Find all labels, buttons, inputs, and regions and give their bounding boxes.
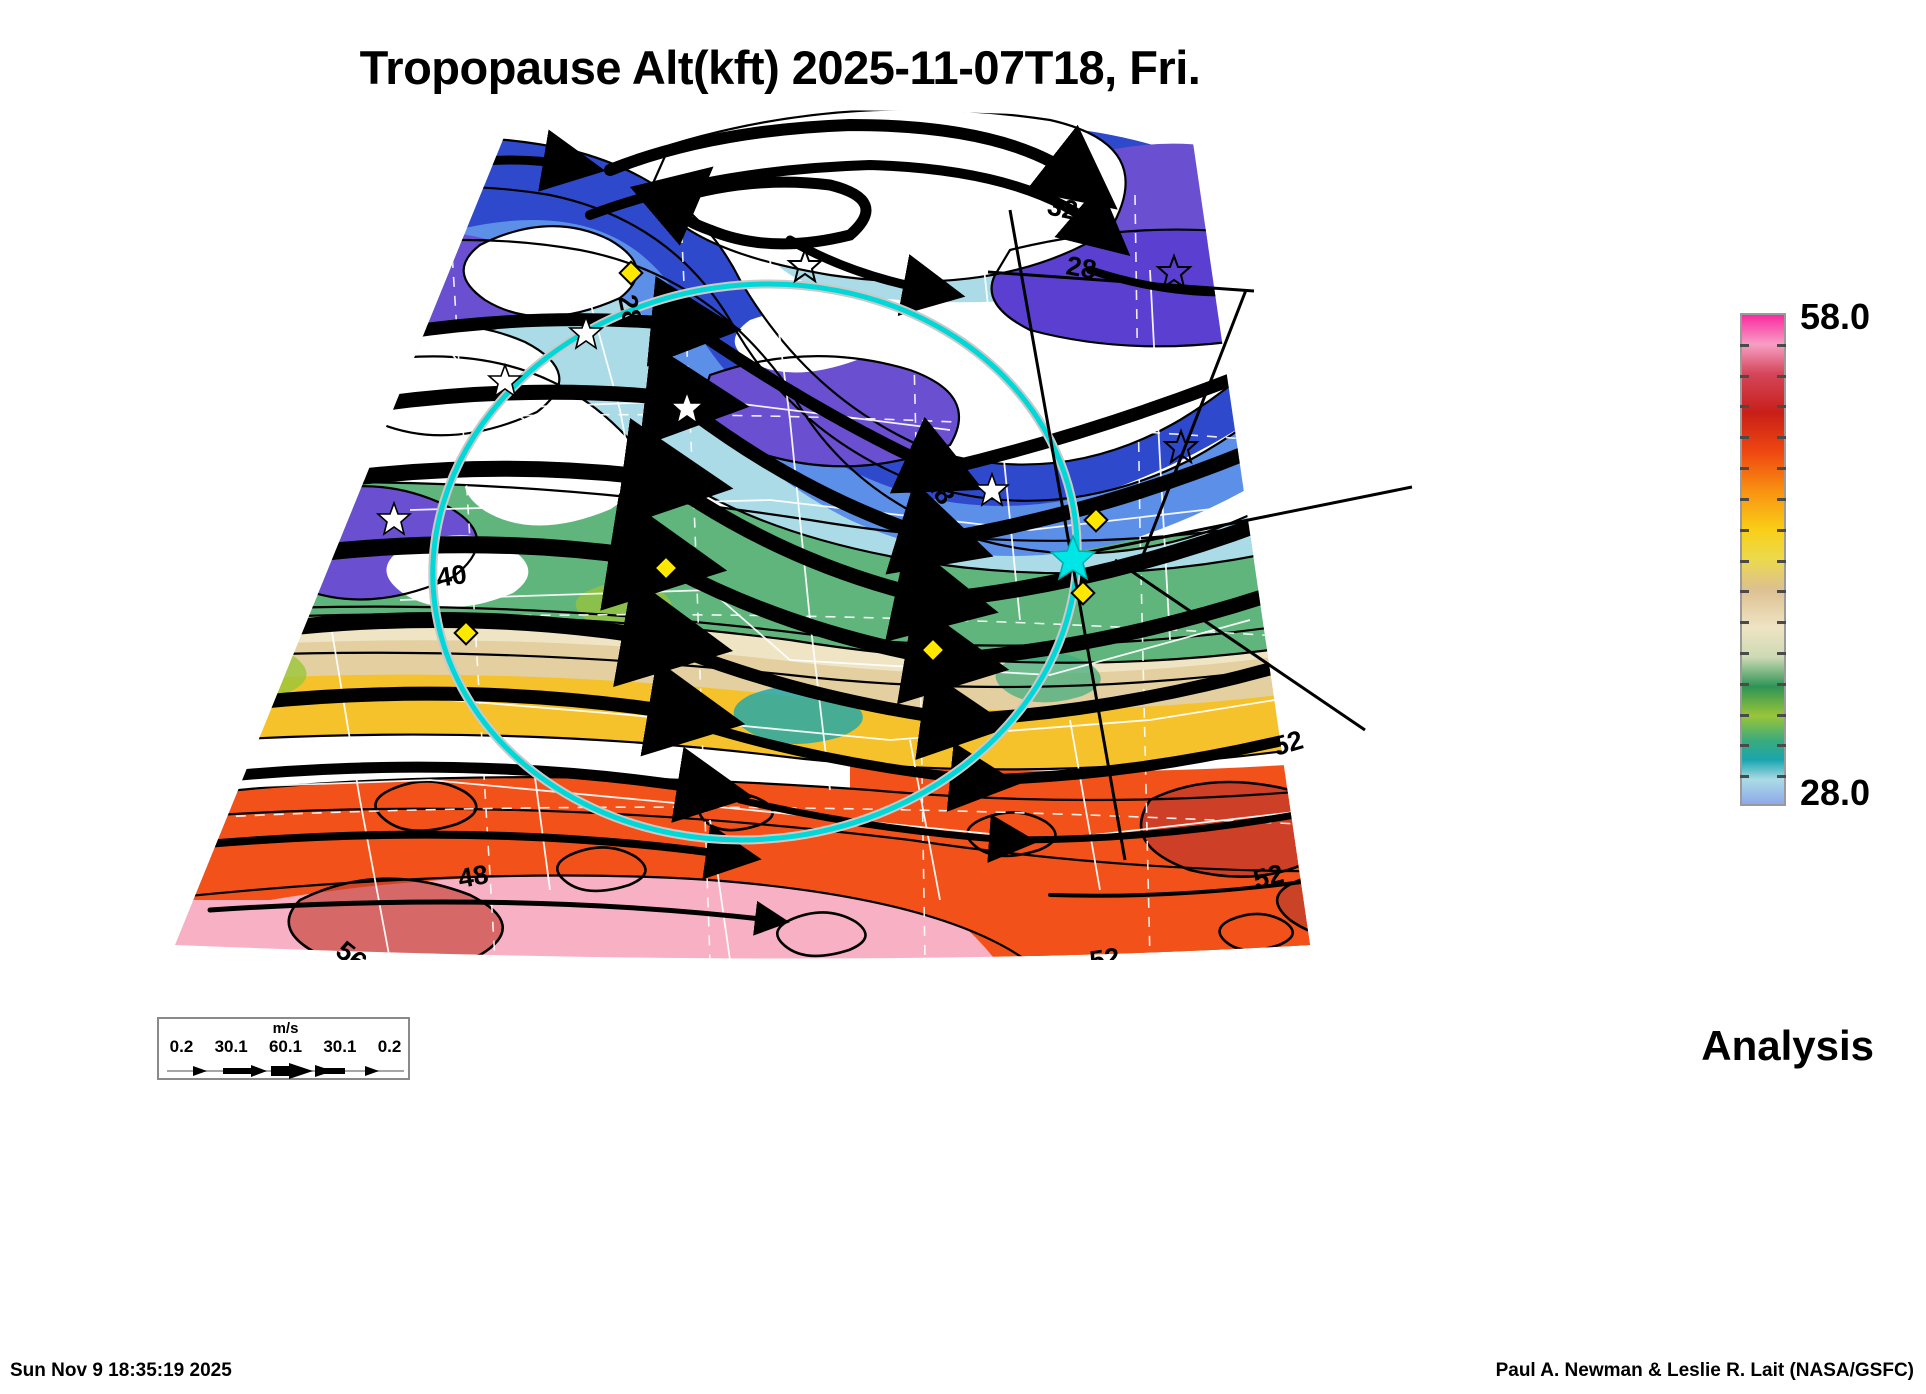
- contour-label: 48: [456, 859, 491, 894]
- wind-value-labels: 0.2 30.1 60.1 30.1 0.2: [159, 1037, 412, 1057]
- colorbar-tick: [1740, 744, 1749, 748]
- colorbar-tick: [1740, 528, 1749, 532]
- colorbar-tick: [1740, 590, 1749, 594]
- colorbar-tick: [1740, 467, 1749, 471]
- colorbar-tick: [1777, 775, 1786, 779]
- wind-arrow-scale-icon: [167, 1063, 404, 1079]
- contour-label: 28: [1064, 250, 1099, 285]
- colorbar-tick: [1740, 436, 1749, 440]
- colorbar-tick: [1740, 374, 1749, 378]
- map-panel[interactable]: 32 28 28 28 40 48 56 52 52 52: [150, 100, 1550, 960]
- yellow-diamond-marker[interactable]: [920, 637, 946, 663]
- contour-lines: [175, 109, 1310, 959]
- center-cross-lines: [987, 209, 1413, 861]
- colorbar-tick: [1777, 682, 1786, 686]
- colorbar-tick: [1777, 497, 1786, 501]
- station-markers[interactable]: [375, 247, 1200, 663]
- colorbar-tick: [1777, 651, 1786, 655]
- range-ring: [428, 279, 1082, 845]
- wind-units-label: m/s: [272, 1020, 299, 1037]
- analysis-label: Analysis: [1701, 1022, 1874, 1069]
- colorbar-tick: [1740, 682, 1749, 686]
- wind-value: 0.2: [169, 1037, 194, 1056]
- colorbar-tick: [1777, 590, 1786, 594]
- yellow-diamond-marker[interactable]: [618, 260, 644, 286]
- contour-label: 52: [1250, 858, 1286, 894]
- white-star-marker[interactable]: [375, 314, 1011, 536]
- contour-label: 52: [1088, 942, 1122, 960]
- colorbar-tick: [1740, 775, 1749, 779]
- wind-value: 30.1: [323, 1037, 357, 1056]
- colorbar-tick: [1740, 621, 1749, 625]
- colorbar-min-label: 28.0: [1800, 772, 1871, 813]
- colorbar-tick: [1777, 621, 1786, 625]
- wind-value: 30.1: [214, 1037, 248, 1056]
- colorbar-tick: [1777, 436, 1786, 440]
- wind-scale-legend: m/s 0.2 30.1 60.1 30.1 0.2: [157, 1017, 410, 1080]
- contour-label: 28: [612, 292, 648, 328]
- colorbar-tick: [1740, 651, 1749, 655]
- colorbar-tick: [1740, 405, 1749, 409]
- colorbar-tick: [1777, 528, 1786, 532]
- yellow-diamond-marker[interactable]: [1083, 507, 1109, 533]
- contour-label: 32: [1045, 191, 1081, 227]
- timestamp-label: Sun Nov 9 18:35:19 2025: [10, 1360, 232, 1381]
- contour-label-group: 32 28 28 28 40 48 56 52 52 52: [330, 191, 1306, 960]
- yellow-diamond-marker[interactable]: [453, 620, 479, 646]
- colorbar-max-label: 58.0: [1800, 296, 1871, 337]
- wind-value: 0.2: [377, 1037, 402, 1056]
- yellow-diamond-marker[interactable]: [653, 555, 679, 581]
- yellow-diamond-marker[interactable]: [1070, 580, 1096, 606]
- white-star-outline-marker[interactable]: [786, 247, 1200, 465]
- map-svg: 32 28 28 28 40 48 56 52 52 52: [175, 109, 1413, 960]
- colorbar-tick: [1740, 559, 1749, 563]
- colorbar-tick: [1777, 405, 1786, 409]
- cyan-center-star-marker[interactable]: [1049, 533, 1097, 581]
- credit-label: Paul A. Newman & Leslie R. Lait (NASA/GS…: [1495, 1360, 1914, 1381]
- colorbar-tick: [1777, 713, 1786, 717]
- colorbar-tick: [1777, 374, 1786, 378]
- colorbar-tick: [1777, 744, 1786, 748]
- page-title: Tropopause Alt(kft) 2025-11-07T18, Fri.: [359, 41, 1201, 94]
- colorbar-tick: [1777, 467, 1786, 471]
- colorbar-tick: [1740, 713, 1749, 717]
- colorbar[interactable]: [1740, 313, 1786, 806]
- colorbar-tick: [1777, 559, 1786, 563]
- colorbar-tick: [1740, 497, 1749, 501]
- wind-value: 60.1: [268, 1037, 303, 1056]
- colorbar-tick: [1777, 343, 1786, 347]
- contour-label: 40: [435, 559, 469, 593]
- colorbar-tick: [1740, 343, 1749, 347]
